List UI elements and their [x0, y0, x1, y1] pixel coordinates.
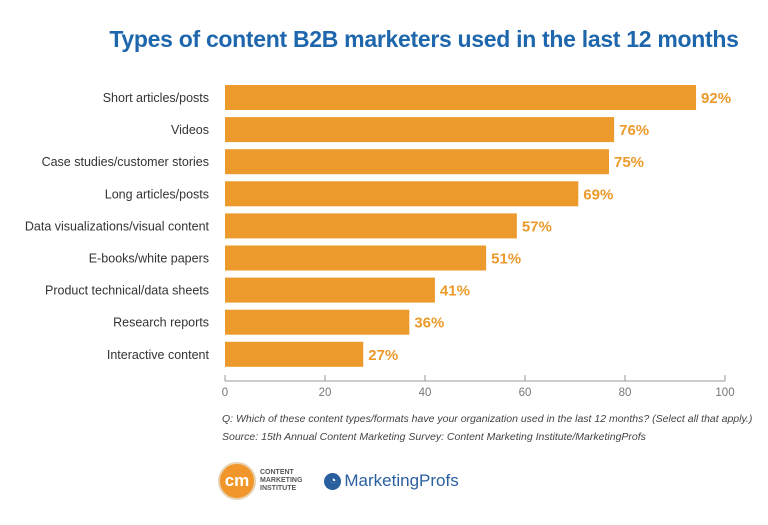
- bar: [225, 85, 697, 110]
- x-tick-label: 60: [519, 387, 532, 399]
- category-label: Videos: [171, 123, 209, 137]
- bar: [225, 117, 615, 143]
- category-label: Interactive content: [107, 348, 210, 362]
- logos: cm CONTENT MARKETING INSTITUTE ◔ Marketi…: [218, 462, 459, 500]
- bar: [225, 309, 410, 335]
- x-tick-label: 40: [419, 387, 432, 399]
- source-note: Source: 15th Annual Content Marketing Su…: [222, 431, 646, 443]
- category-label: Product technical/data sheets: [45, 284, 209, 298]
- category-label: Long articles/posts: [105, 187, 209, 201]
- category-label: E-books/white papers: [89, 252, 209, 266]
- category-label: Data visualizations/visual content: [25, 219, 210, 233]
- cmi-text-line: CONTENT: [260, 469, 294, 476]
- marketingprofs-icon: ◔: [324, 472, 342, 490]
- bar: [225, 245, 487, 271]
- chart-title: Types of content B2B marketers used in t…: [109, 26, 739, 52]
- cmi-text-line: INSTITUTE: [260, 485, 297, 492]
- data-label: 76%: [619, 122, 649, 139]
- bar: [225, 149, 609, 175]
- survey-question: Q: Which of these content types/formats …: [222, 413, 753, 425]
- data-label: 41%: [440, 283, 470, 300]
- bar: [225, 341, 364, 367]
- data-label: 36%: [414, 315, 444, 332]
- data-label: 27%: [368, 347, 398, 364]
- category-label: Short articles/posts: [103, 91, 209, 105]
- marketingprofs-text: MarketingProfs: [344, 471, 459, 490]
- x-tick-label: 100: [715, 387, 734, 399]
- data-label: 69%: [583, 186, 613, 203]
- bar-chart: Short articles/posts 92% Videos 76% Case stu…: [25, 85, 735, 399]
- bar: [225, 277, 435, 303]
- category-label: Case studies/customer stories: [42, 155, 209, 169]
- cmi-logo: cm: [218, 462, 256, 500]
- x-tick-label: 0: [222, 387, 228, 399]
- category-label: Research reports: [113, 316, 209, 330]
- bar: [225, 213, 517, 239]
- bar: [225, 181, 579, 207]
- data-label: 92%: [701, 90, 731, 107]
- data-label: 75%: [614, 154, 644, 171]
- data-label: 57%: [522, 218, 552, 235]
- x-tick-label: 20: [319, 387, 332, 399]
- data-label: 51%: [491, 251, 521, 268]
- x-tick-label: 80: [619, 387, 632, 399]
- marketingprofs-logo: ◔ MarketingProfs: [324, 471, 459, 491]
- cmi-logo-text: CONTENT MARKETING INSTITUTE: [260, 469, 302, 493]
- cmi-text-line: MARKETING: [260, 477, 303, 484]
